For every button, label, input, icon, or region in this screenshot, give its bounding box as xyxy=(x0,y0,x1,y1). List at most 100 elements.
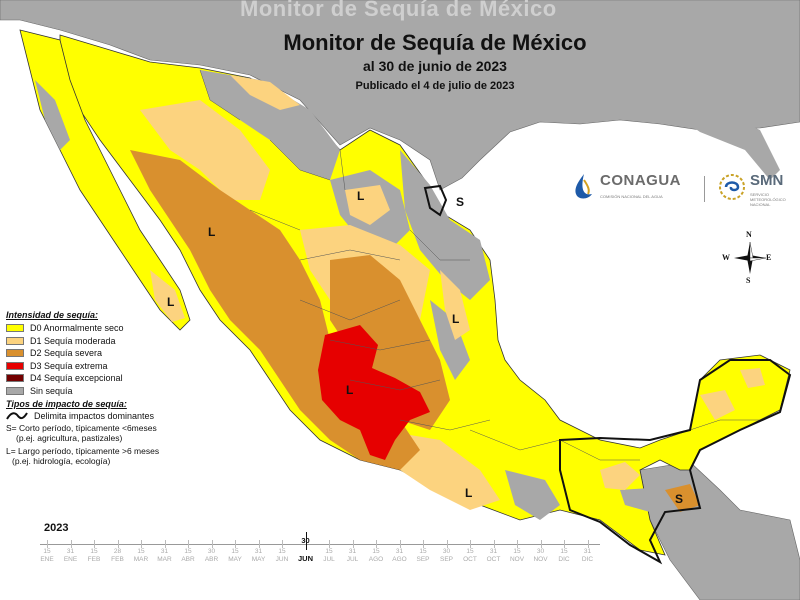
impact-line-icon xyxy=(6,412,28,420)
timeline-month-label: DIC xyxy=(581,556,594,563)
timeline-day-label: 15 xyxy=(466,548,474,555)
timeline-day-label: 31 xyxy=(489,548,498,555)
d1-yucatan xyxy=(700,390,735,420)
legend-swatch xyxy=(6,324,24,333)
timeline-tick xyxy=(399,540,401,548)
timeline-month-label: MAR xyxy=(133,556,149,563)
timeline-tick xyxy=(305,532,307,550)
tamaulipas-grey xyxy=(430,300,470,380)
timeline-day-label: 30 xyxy=(442,548,451,555)
timeline-month-label: FEB xyxy=(87,556,101,563)
timeline-day-label: 31 xyxy=(583,548,592,555)
timeline-day-label: 15 xyxy=(231,548,239,555)
legend-item-d3: D3 Sequía extrema xyxy=(6,360,216,373)
timeline-day-label: 28 xyxy=(113,548,122,555)
timeline-month-label: JUL xyxy=(346,556,359,563)
impact-label-yucatan: S xyxy=(675,492,684,506)
legend-swatch xyxy=(6,374,24,383)
timeline-month-label: NOV xyxy=(509,556,525,563)
timeline-tick xyxy=(540,540,542,548)
timeline-tick xyxy=(564,540,565,548)
timeline-tick xyxy=(164,540,166,548)
timeline-day-label: 15 xyxy=(325,548,333,555)
timeline-current-day: 30 xyxy=(301,536,310,545)
timeline-month-label: MAY xyxy=(251,556,266,563)
timeline-tick xyxy=(282,540,283,548)
legend-title: Intensidad de sequía: xyxy=(6,310,99,320)
timeline-month-label: DIC xyxy=(558,556,570,563)
legend-label: D2 Sequía severa xyxy=(30,348,103,359)
timeline-day-label: 31 xyxy=(348,548,357,555)
timeline-month-label: OCT xyxy=(486,556,501,563)
logo-divider xyxy=(704,176,705,202)
yucatan-grey xyxy=(620,488,668,512)
conagua-tagline: COMISIÓN NACIONAL DEL AGUA xyxy=(600,194,663,199)
baja-grey xyxy=(35,80,70,150)
legend-swatch xyxy=(6,361,24,370)
timeline-axis xyxy=(40,544,600,545)
d1-yucatan-2 xyxy=(740,368,765,388)
north-grey xyxy=(200,70,340,180)
timeline-month-label: MAY xyxy=(228,556,242,563)
timeline-month-label: JUL xyxy=(323,556,335,563)
legend-label: D1 Sequía moderada xyxy=(30,335,116,346)
timeline-day-label: 15 xyxy=(137,548,145,555)
long-term-label: L= Largo período, típicamente >6 meses xyxy=(6,446,160,456)
timeline-tick xyxy=(423,540,424,548)
compass-n: N xyxy=(746,230,752,239)
timeline-month-label: SEP xyxy=(416,556,430,563)
impact-label-veracruz: L xyxy=(452,312,460,326)
impact-label-coahuila: L xyxy=(357,189,365,203)
timeline-tick xyxy=(211,540,213,548)
timeline-month-label: ABR xyxy=(204,556,219,563)
map-title: Monitor de Sequía de México xyxy=(283,30,587,55)
short-term-example: (p.ej. agricultura, pastizales) xyxy=(16,433,123,443)
timeline-tick xyxy=(117,540,119,548)
legend-label: D0 Anormalmente seco xyxy=(30,323,124,334)
impact-label-baja: L xyxy=(167,295,175,309)
impact-label-jalisco: L xyxy=(346,383,354,397)
legend-item-d4: D4 Sequía excepcional xyxy=(6,372,216,385)
map-subtitle: al 30 de junio de 2023 xyxy=(363,58,507,74)
impact-line-label: Delimita impactos dominantes xyxy=(34,411,155,421)
compass-w: W xyxy=(722,253,730,262)
gulf-grey xyxy=(400,150,490,300)
timeline-month-label: AGO xyxy=(368,556,384,563)
state-boundaries xyxy=(199,69,760,461)
timeline-day-label: 15 xyxy=(513,548,521,555)
legend-swatch xyxy=(6,386,24,395)
timeline-month-label: AGO xyxy=(392,556,407,563)
timeline-tick xyxy=(258,540,260,548)
timeline-day-label: 15 xyxy=(419,548,427,555)
timeline-day-label: 31 xyxy=(66,548,75,555)
timeline-current-month: JUN xyxy=(297,554,313,563)
smn-logo-icon xyxy=(719,174,745,200)
timeline-day-label: 15 xyxy=(90,548,98,555)
long-term-example: (p.ej. hidrología, ecología) xyxy=(12,456,111,466)
legend-label: Sin sequía xyxy=(30,385,73,396)
baja-california-d0 xyxy=(19,29,191,331)
compass-s: S xyxy=(746,276,751,285)
d3-bajio xyxy=(318,325,430,460)
timeline-day-label: 30 xyxy=(536,548,545,555)
timeline-month-label: OCT xyxy=(463,556,477,563)
legend-item-none: Sin sequía xyxy=(6,385,216,398)
timeline-day-label: 15 xyxy=(43,548,51,555)
watermark-title: Monitor de Sequía de México xyxy=(240,0,557,21)
impact-label-tamaulipas: S xyxy=(456,195,465,209)
smn-name: SMN xyxy=(750,172,784,189)
impact-outline-southeast xyxy=(559,359,792,565)
timeline-month-label: ABR xyxy=(181,556,195,563)
published-date: Publicado el 4 de julio de 2023 xyxy=(355,80,515,92)
florida-land xyxy=(680,112,780,180)
timeline-month-label: FEB xyxy=(111,556,124,563)
timeline-day-label: 15 xyxy=(560,548,568,555)
timeline-tick xyxy=(141,540,142,548)
impact-outline-gulf xyxy=(423,184,448,217)
timeline-tick xyxy=(587,540,589,548)
timeline-day-label: 15 xyxy=(278,548,286,555)
timeline-tick xyxy=(235,540,236,548)
legend-label: D4 Sequía excepcional xyxy=(30,373,123,384)
timeline-tick xyxy=(376,540,377,548)
